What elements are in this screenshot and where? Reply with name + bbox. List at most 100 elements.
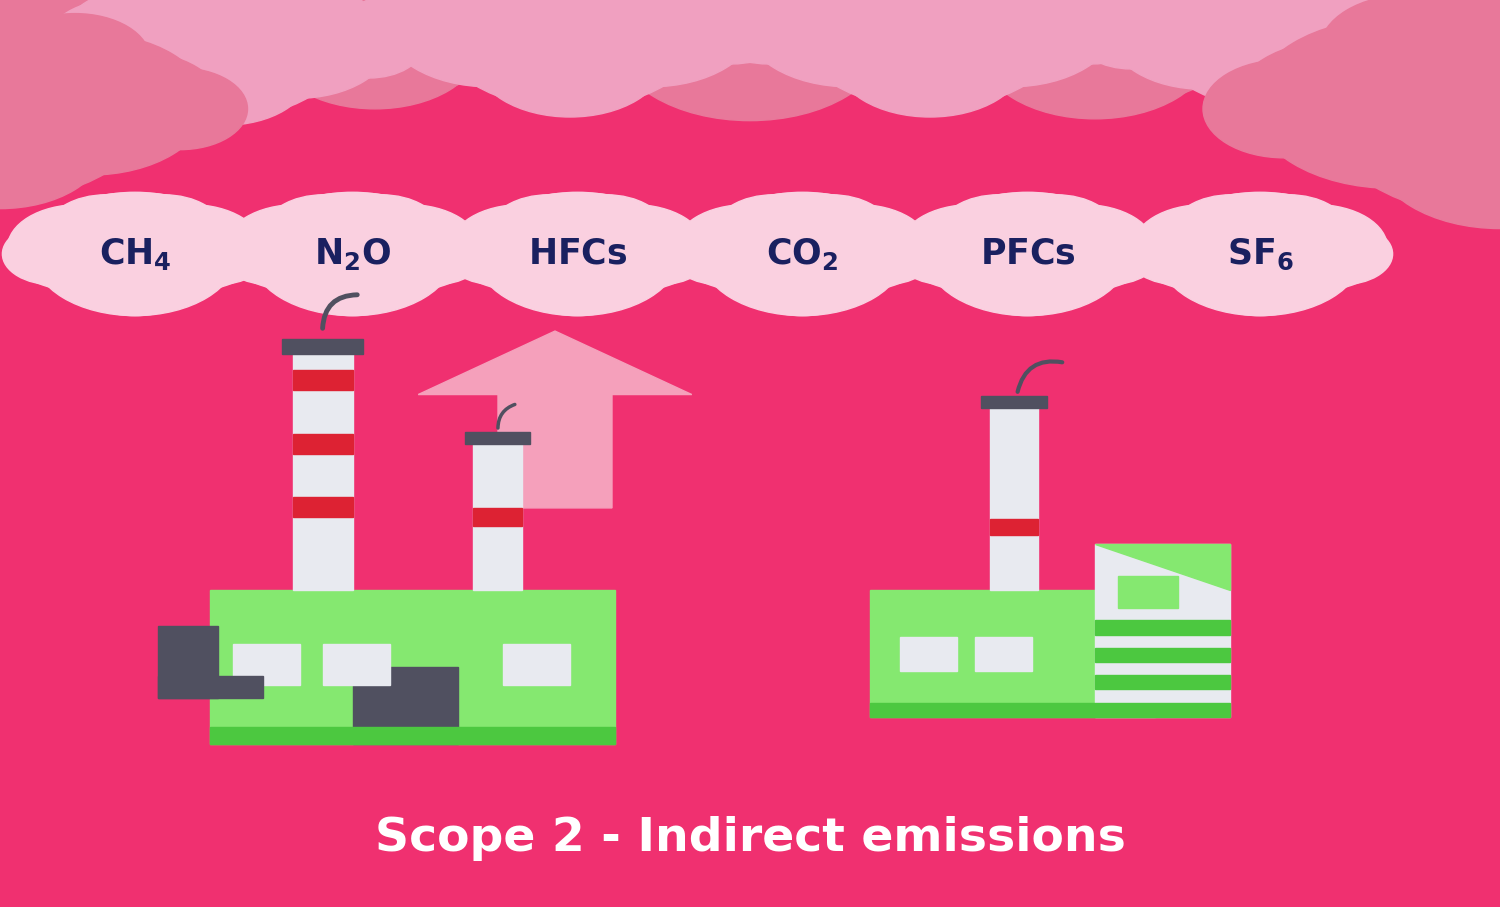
Circle shape xyxy=(338,205,480,291)
Circle shape xyxy=(225,205,368,291)
Circle shape xyxy=(70,193,168,253)
Circle shape xyxy=(813,0,1038,54)
Circle shape xyxy=(867,0,1125,82)
Circle shape xyxy=(562,205,705,291)
Circle shape xyxy=(1128,0,1338,49)
Circle shape xyxy=(320,193,417,253)
Circle shape xyxy=(1158,192,1362,316)
Circle shape xyxy=(1110,0,1296,89)
Circle shape xyxy=(0,0,63,40)
Circle shape xyxy=(1467,18,1500,189)
Circle shape xyxy=(1077,4,1185,69)
Circle shape xyxy=(0,0,153,62)
FancyBboxPatch shape xyxy=(900,637,957,671)
Circle shape xyxy=(429,0,603,44)
Circle shape xyxy=(1452,0,1500,49)
Circle shape xyxy=(1314,0,1452,74)
Circle shape xyxy=(0,7,78,102)
Circle shape xyxy=(1155,0,1395,109)
Circle shape xyxy=(700,192,904,316)
Circle shape xyxy=(614,0,770,71)
Circle shape xyxy=(940,195,1058,267)
Circle shape xyxy=(204,0,390,98)
Circle shape xyxy=(450,205,592,291)
Circle shape xyxy=(1233,40,1443,167)
Circle shape xyxy=(1227,193,1324,253)
FancyBboxPatch shape xyxy=(472,435,522,590)
Text: $\mathbf{PFCs}$: $\mathbf{PFCs}$ xyxy=(980,237,1076,271)
Circle shape xyxy=(672,0,792,64)
Circle shape xyxy=(730,0,886,71)
Circle shape xyxy=(112,68,248,150)
Circle shape xyxy=(1212,0,1338,31)
Circle shape xyxy=(882,0,1059,47)
FancyBboxPatch shape xyxy=(158,676,262,698)
Circle shape xyxy=(850,0,1042,62)
FancyArrowPatch shape xyxy=(322,295,357,328)
Circle shape xyxy=(370,0,526,71)
Circle shape xyxy=(111,0,267,63)
Circle shape xyxy=(1290,223,1392,285)
Circle shape xyxy=(0,0,246,102)
FancyBboxPatch shape xyxy=(990,519,1038,535)
Circle shape xyxy=(286,236,418,316)
FancyBboxPatch shape xyxy=(282,339,363,354)
Circle shape xyxy=(614,0,886,121)
Circle shape xyxy=(0,14,53,132)
FancyBboxPatch shape xyxy=(1095,675,1230,689)
Circle shape xyxy=(1132,205,1275,291)
Circle shape xyxy=(423,0,597,57)
Circle shape xyxy=(822,0,972,54)
Circle shape xyxy=(681,0,936,20)
FancyBboxPatch shape xyxy=(503,644,570,685)
Text: $\mathbf{CO_2}$: $\mathbf{CO_2}$ xyxy=(766,236,838,272)
Circle shape xyxy=(348,208,459,276)
Circle shape xyxy=(102,193,200,253)
Circle shape xyxy=(225,0,525,100)
Circle shape xyxy=(0,18,150,200)
Circle shape xyxy=(555,0,945,109)
FancyBboxPatch shape xyxy=(465,432,530,444)
Circle shape xyxy=(513,193,610,253)
Circle shape xyxy=(1362,0,1500,71)
Circle shape xyxy=(1095,0,1260,4)
Circle shape xyxy=(570,0,705,23)
FancyBboxPatch shape xyxy=(322,644,390,685)
FancyBboxPatch shape xyxy=(210,590,615,744)
Text: $\mathbf{CH_4}$: $\mathbf{CH_4}$ xyxy=(99,236,171,272)
Circle shape xyxy=(0,0,183,9)
Circle shape xyxy=(476,3,664,117)
Circle shape xyxy=(225,0,345,42)
Circle shape xyxy=(264,0,402,83)
Circle shape xyxy=(105,0,225,42)
FancyBboxPatch shape xyxy=(975,637,1032,671)
Circle shape xyxy=(297,0,453,2)
Circle shape xyxy=(897,0,1071,44)
Circle shape xyxy=(27,13,135,78)
Circle shape xyxy=(930,0,1065,23)
Circle shape xyxy=(1365,4,1473,69)
Circle shape xyxy=(1320,0,1500,103)
FancyBboxPatch shape xyxy=(990,399,1038,590)
Circle shape xyxy=(738,193,836,253)
Circle shape xyxy=(974,0,1130,71)
Circle shape xyxy=(1196,193,1293,253)
Circle shape xyxy=(1230,195,1347,267)
Circle shape xyxy=(0,82,105,209)
Circle shape xyxy=(251,192,454,316)
Circle shape xyxy=(128,0,262,50)
Circle shape xyxy=(348,0,582,75)
Circle shape xyxy=(962,236,1094,316)
Circle shape xyxy=(522,0,698,47)
Circle shape xyxy=(708,0,828,64)
Circle shape xyxy=(772,195,890,267)
Circle shape xyxy=(900,205,1042,291)
Circle shape xyxy=(69,236,201,316)
Circle shape xyxy=(716,0,1019,77)
Circle shape xyxy=(930,0,1095,4)
Text: $\mathbf{HFCs}$: $\mathbf{HFCs}$ xyxy=(528,237,627,271)
Circle shape xyxy=(1437,0,1500,136)
Circle shape xyxy=(8,205,150,291)
Circle shape xyxy=(288,193,386,253)
Circle shape xyxy=(488,0,622,50)
